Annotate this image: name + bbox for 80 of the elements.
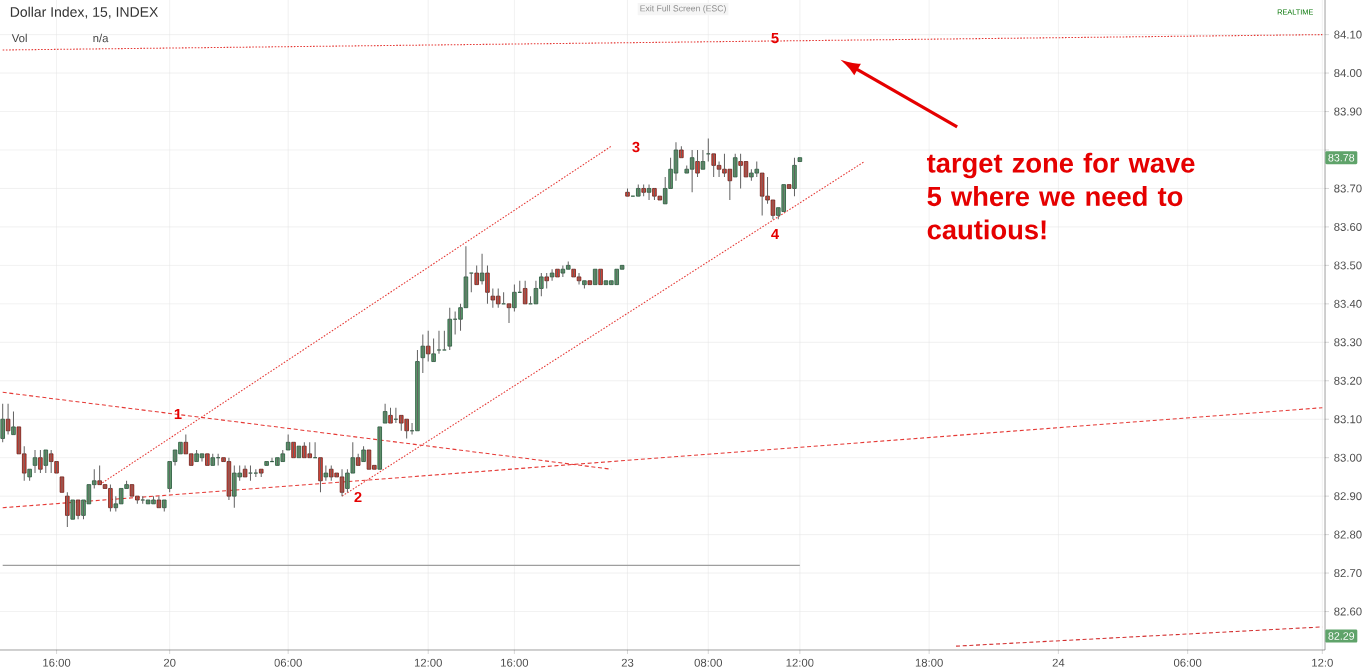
candlestick (474, 264, 479, 286)
candlestick (27, 468, 32, 482)
annotation: Vol (11, 33, 27, 43)
y-tick-label: 82.90 (1334, 492, 1362, 501)
candlestick (0, 403, 5, 443)
candlestick (323, 464, 329, 482)
candlestick (441, 330, 447, 351)
x-tick-label: 12:00 (786, 658, 814, 667)
candlestick (355, 453, 361, 466)
candlestick (679, 145, 684, 159)
x-tick-label: 20 (163, 658, 176, 667)
candlestick (786, 184, 792, 189)
x-tick-label: 12:0 (1312, 658, 1333, 667)
candlestick (485, 264, 490, 305)
y-tick-label: 83.60 (1334, 222, 1362, 231)
x-tick-label: 18:00 (915, 658, 943, 667)
annotation: n/a (93, 33, 109, 43)
candlestick (587, 280, 593, 286)
annotation: 1 (174, 408, 182, 420)
y-tick-label: 82.60 (1334, 607, 1362, 616)
candlestick (641, 184, 646, 197)
candlestick (420, 334, 426, 374)
candlestick (361, 445, 366, 463)
y-tick-label: 83.10 (1334, 415, 1362, 424)
candlestick (377, 426, 382, 470)
y-tick-label: 83.50 (1334, 261, 1362, 270)
x-tick-label: 16:00 (43, 658, 71, 667)
candlestick (425, 330, 431, 363)
candlestick (695, 149, 700, 178)
annotation: 2 (354, 491, 362, 503)
candlestick (253, 468, 259, 478)
candlestick (296, 445, 302, 459)
candlestick (318, 457, 323, 493)
annotation: 4 (771, 228, 779, 240)
candlestick (43, 449, 49, 474)
annotation: 3 (632, 141, 640, 153)
x-tick-label: 08:00 (694, 658, 723, 667)
candlestick (11, 411, 16, 436)
x-tick-label: 06:00 (274, 658, 302, 667)
candlestick (468, 272, 474, 293)
x-tick-label: 06:00 (1173, 658, 1202, 667)
candlestick (162, 499, 167, 513)
candlestick (555, 268, 560, 278)
y-tick-label: 82.70 (1334, 569, 1362, 578)
annotation: Exit Full Screen (ESC) (640, 5, 726, 14)
candlestick (65, 491, 70, 528)
candlestick (205, 453, 210, 466)
x-tick-label: 16:00 (501, 658, 529, 667)
y-tick-label: 82.80 (1334, 530, 1362, 539)
annotation: 83.78 (1328, 153, 1355, 162)
annotation: 5 (771, 32, 779, 44)
y-tick-label: 83.70 (1334, 184, 1362, 193)
candlestick (792, 157, 797, 197)
candlestick (436, 330, 442, 355)
candlestick (248, 464, 253, 482)
candlestick (388, 407, 393, 424)
text: 82.29 (1328, 632, 1355, 640)
candlestick (544, 272, 549, 289)
candlestick (259, 468, 264, 478)
y-tick-label: 83.90 (1334, 107, 1362, 116)
x-tick-label: 23 (621, 658, 634, 667)
y-tick-label: 83.20 (1334, 376, 1362, 385)
annotation: target zone for wave 5 where we need to cautious! (926, 152, 1195, 240)
y-tick-label: 83.30 (1334, 338, 1362, 347)
x-tick-label: 12:00 (414, 658, 442, 667)
candlestick (59, 476, 65, 493)
candlestick (38, 449, 43, 474)
candlestick (431, 337, 436, 363)
candlestick (549, 268, 555, 282)
chart-title: Dollar Index, 15, INDEX (10, 6, 159, 19)
candlestick (732, 153, 738, 178)
candlestick (291, 441, 296, 459)
y-tick-label: 84.00 (1334, 69, 1362, 78)
candlestick (70, 499, 75, 520)
candlestick (285, 434, 291, 451)
x-tick-label: 24 (1052, 658, 1065, 667)
candlestick (625, 187, 630, 197)
y-tick-label: 84.10 (1334, 30, 1362, 39)
y-tick-label: 83.40 (1334, 299, 1362, 308)
y-tick-label: 83.00 (1334, 453, 1362, 462)
